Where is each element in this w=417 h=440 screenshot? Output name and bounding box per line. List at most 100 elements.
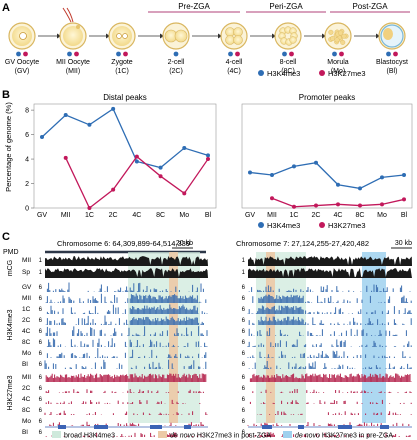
x-tick-label: MII xyxy=(267,212,277,219)
chart-ylabel: Percentage of genome (%) xyxy=(4,102,13,192)
signal-track xyxy=(248,316,412,325)
stage-name: 8-cell xyxy=(280,59,297,66)
legend-dot-h3k27me3 xyxy=(319,222,325,228)
h3k27me3-track-mo: Mo 6 6 xyxy=(22,418,410,426)
y-tick-label: 0 xyxy=(25,206,29,213)
h3k4me3-track-2c: 2C 6 6 xyxy=(22,315,412,325)
track-label: Sp xyxy=(22,269,30,276)
signal-track xyxy=(45,389,204,393)
signal-track xyxy=(249,373,412,382)
sperm xyxy=(66,7,74,23)
stage-name: GV Oocyte xyxy=(5,59,39,66)
y-tick-label: 2 xyxy=(25,181,29,188)
signal-track xyxy=(248,328,407,336)
h3k27me3-track-mii: MII 6 6 xyxy=(22,373,412,382)
arrow-head xyxy=(218,33,222,39)
stage-group-label: Post-ZGA xyxy=(352,2,388,11)
data-point xyxy=(134,154,139,159)
data-point xyxy=(292,164,296,169)
track-scale: 6 xyxy=(39,285,43,291)
x-tick-label: MII xyxy=(61,212,71,219)
x-tick-label: 2C xyxy=(109,212,118,219)
signal-track xyxy=(45,315,204,325)
legend-dot-h3k4me3 xyxy=(258,222,264,228)
arrow-head xyxy=(322,33,326,39)
panel-letter-b: B xyxy=(2,89,10,101)
stage-bl: Blastocyst (Bl) xyxy=(376,22,408,75)
track-scale: 6 xyxy=(242,296,246,302)
data-point xyxy=(358,186,362,191)
signal-track xyxy=(45,399,201,404)
blastomere xyxy=(289,36,297,44)
signal-track xyxy=(257,411,412,415)
h3k27me3-track-4c: 4C 6 6 xyxy=(22,396,412,404)
track-label: MII xyxy=(22,257,31,264)
stage-abbr: (4C) xyxy=(227,68,241,75)
chart-title: Promoter peaks xyxy=(299,93,355,102)
h3k4me3-track-bl: Bl 6 6 xyxy=(22,359,412,369)
y-tick-label: 4 xyxy=(25,157,29,164)
track-scale: 6 xyxy=(39,340,43,346)
data-point xyxy=(380,202,384,207)
mcg-track xyxy=(248,268,412,278)
track-scale: 6 xyxy=(242,375,246,381)
arrow-head xyxy=(57,33,61,39)
legend-label-pre: de novo H3K27me3 in pre-ZGA xyxy=(295,433,393,440)
stage-gv: GV Oocyte (GV) xyxy=(5,22,61,75)
track-scale: 6 xyxy=(39,397,43,403)
mark-dot xyxy=(74,51,79,57)
mark-dot xyxy=(228,51,233,57)
data-point xyxy=(270,196,274,201)
stage-abbr: (1C) xyxy=(115,68,129,75)
data-point xyxy=(111,187,116,192)
data-point xyxy=(336,202,340,207)
blastomere xyxy=(330,35,336,41)
track-scale: 6 xyxy=(242,419,246,425)
h3k4me3-track-mo: Mo 6 6 xyxy=(22,348,411,358)
stage-abbr: (2C) xyxy=(169,68,183,75)
stage-abbr: (MII) xyxy=(66,68,80,75)
stage-abbr: (Bl) xyxy=(387,68,398,75)
stage-abbr: (Mo) xyxy=(331,68,345,75)
panel-b-legend: H3K4me3 H3K27me3 xyxy=(258,221,366,230)
h3k27me3-track-2c: 2C 6 6 xyxy=(22,385,412,393)
stage-4c: 4-cell (4C) xyxy=(220,22,276,75)
polar-body xyxy=(76,25,80,29)
track-label: GV xyxy=(22,284,32,291)
legend-dot-h3k4me3 xyxy=(258,70,264,76)
mark-dot xyxy=(116,51,121,57)
y-tick-label: 6 xyxy=(25,132,29,139)
data-point xyxy=(402,197,406,202)
x-tick-label: 1C xyxy=(85,212,94,219)
stage-name: Morula xyxy=(327,59,349,66)
signal-track xyxy=(46,338,208,347)
stage-2c: 2-cell (2C) xyxy=(162,22,222,75)
panel-a-legend: H3K4me3 H3K27me3 xyxy=(258,69,366,78)
data-point xyxy=(206,157,210,162)
data-point xyxy=(158,165,163,170)
track-scale: 6 xyxy=(242,386,246,392)
x-tick-label: 4C xyxy=(132,212,141,219)
data-point xyxy=(63,113,68,118)
track-label: 2C xyxy=(22,385,31,392)
panel-letter-a: A xyxy=(2,2,10,14)
track-scale: 6 xyxy=(39,408,43,414)
chart-promoter: Promoter peaks GV MII 1C 2C 4C 8C Mo Bl xyxy=(241,93,413,219)
track-label: 2C xyxy=(22,317,31,324)
x-tick-label: Mo xyxy=(179,212,189,219)
signal-track xyxy=(252,389,412,393)
left-scale-label: 20 kb xyxy=(176,240,193,247)
band-broad-h3k4me3 xyxy=(128,252,200,423)
stage-abbr: (GV) xyxy=(15,68,30,75)
embryo-stage-row: GV Oocyte (GV) MII Oocyte (MII) Zygote (1C) 2-… xyxy=(5,7,408,75)
stage-1c: Zygote (1C) xyxy=(108,22,164,75)
mcg-track xyxy=(248,256,412,266)
stage-group-label: Pre-ZGA xyxy=(178,2,210,11)
panel-c-legend: broad H3K4me3 de novo H3K27me3 in post-Z… xyxy=(52,431,393,440)
data-point xyxy=(248,170,252,175)
series-line-h3k4me3 xyxy=(41,107,209,169)
track-label: 8C xyxy=(22,407,31,414)
signal-track xyxy=(247,350,411,358)
track-scale: 6 xyxy=(39,375,43,381)
h3k4me3-group-label: H3K4me3 xyxy=(7,309,14,340)
